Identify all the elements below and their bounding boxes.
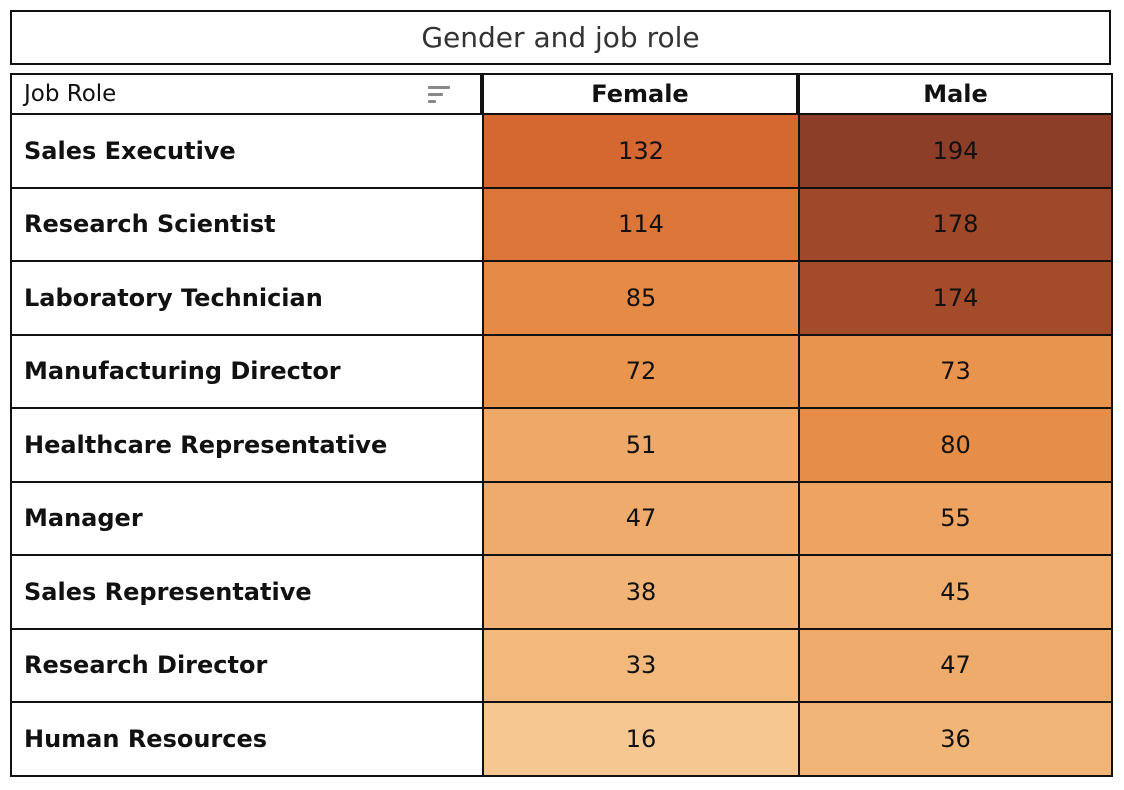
row-label: Sales Representative: [10, 556, 482, 630]
heatmap-table: Job Role Female Male Sales Executive 132 194…: [10, 73, 1113, 777]
heatmap-cell[interactable]: 51: [482, 409, 798, 483]
heatmap-cell[interactable]: 55: [798, 482, 1113, 556]
heatmap-cell[interactable]: 174: [798, 262, 1113, 336]
heatmap-cell[interactable]: 47: [482, 482, 798, 556]
row-label: Research Scientist: [10, 188, 482, 262]
row-label: Human Resources: [10, 703, 482, 777]
heatmap-cell[interactable]: 114: [482, 188, 798, 262]
heatmap-cell[interactable]: 45: [798, 556, 1113, 630]
heatmap-cell[interactable]: 33: [482, 629, 798, 703]
heatmap-cell[interactable]: 132: [482, 115, 798, 189]
heatmap-cell[interactable]: 47: [798, 629, 1113, 703]
heatmap-cell[interactable]: 72: [482, 335, 798, 409]
heatmap-cell[interactable]: 80: [798, 409, 1113, 483]
heatmap-cell[interactable]: 36: [798, 703, 1113, 777]
row-label: Sales Executive: [10, 115, 482, 189]
sort-descending-icon[interactable]: [428, 84, 452, 104]
chart-title: Gender and job role: [10, 10, 1111, 65]
heatmap-cell[interactable]: 85: [482, 262, 798, 336]
column-header-male[interactable]: Male: [798, 73, 1113, 115]
row-label: Research Director: [10, 629, 482, 703]
heatmap-cell[interactable]: 38: [482, 556, 798, 630]
row-header[interactable]: Job Role: [10, 73, 482, 115]
heatmap-cell[interactable]: 194: [798, 115, 1113, 189]
row-label: Manager: [10, 482, 482, 556]
row-label: Laboratory Technician: [10, 262, 482, 336]
heatmap-cell[interactable]: 73: [798, 335, 1113, 409]
column-header-female[interactable]: Female: [482, 73, 798, 115]
heatmap-cell[interactable]: 16: [482, 703, 798, 777]
heatmap-cell[interactable]: 178: [798, 188, 1113, 262]
row-label: Healthcare Representative: [10, 409, 482, 483]
row-label: Manufacturing Director: [10, 335, 482, 409]
row-header-label: Job Role: [24, 81, 117, 107]
